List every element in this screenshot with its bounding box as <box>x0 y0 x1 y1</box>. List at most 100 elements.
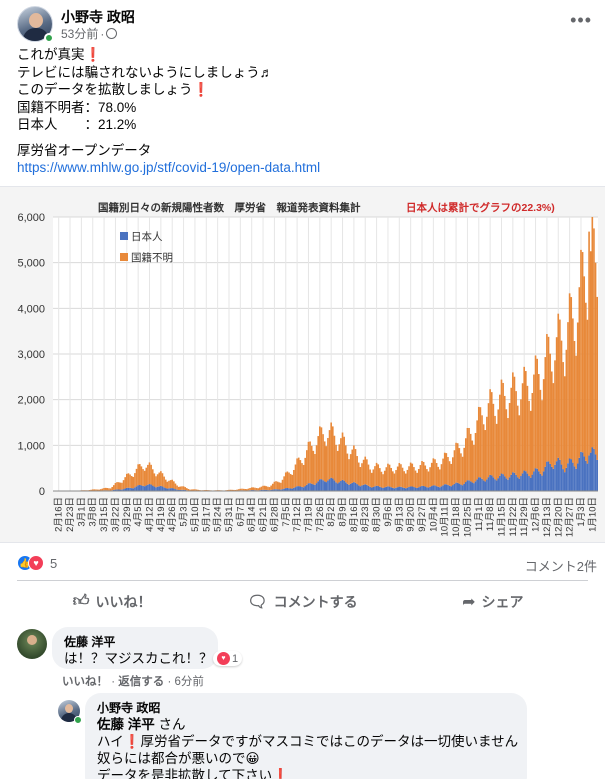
bar-unknown <box>301 463 303 487</box>
x-tick-label: 3月22日 <box>110 497 121 532</box>
bar-japanese <box>440 486 443 491</box>
bar-japanese <box>542 471 545 491</box>
bar-unknown <box>541 400 543 476</box>
like-button[interactable]: 👍︎ いいね！ <box>17 581 207 622</box>
commenter-avatar[interactable] <box>17 629 47 659</box>
bar-unknown <box>280 482 282 490</box>
bar-unknown <box>314 454 316 485</box>
bar-japanese <box>270 489 272 491</box>
bar-japanese <box>114 489 117 491</box>
x-tick-label: 5月31日 <box>224 497 235 532</box>
bar-unknown <box>203 490 206 491</box>
bar-japanese <box>150 484 152 491</box>
x-tick-label: 10月18日 <box>451 497 462 537</box>
bar-japanese <box>169 488 172 491</box>
bar-japanese <box>312 484 315 491</box>
online-status-icon <box>44 33 54 43</box>
globe-icon <box>106 28 118 39</box>
bar-unknown <box>216 490 219 491</box>
bar-japanese <box>573 466 576 491</box>
bar-unknown <box>536 358 538 469</box>
bar-unknown <box>565 349 568 468</box>
bar-unknown <box>270 485 272 490</box>
bar-unknown <box>362 459 365 485</box>
bar-unknown <box>481 415 483 479</box>
x-tick-label: 2月23日 <box>65 497 76 532</box>
exclamation-icon: ❗ <box>272 768 289 779</box>
post-author-name[interactable]: 小野寺 政昭 <box>61 9 135 25</box>
reaction-summary[interactable]: 👍 ♥ 5 <box>17 555 57 571</box>
bar-japanese <box>404 488 407 491</box>
bar-unknown <box>207 490 209 491</box>
bar-japanese <box>484 481 487 491</box>
bar-unknown <box>341 432 344 480</box>
bar-japanese <box>515 474 517 491</box>
bar-japanese <box>302 487 305 491</box>
bar-unknown <box>469 433 472 482</box>
bar-japanese <box>129 487 131 491</box>
x-tick-label: 2月16日 <box>54 497 65 532</box>
bar-japanese <box>589 452 592 491</box>
comment-author[interactable]: 佐藤 洋平 <box>64 635 116 649</box>
bar-japanese <box>593 448 595 491</box>
bar-japanese <box>377 486 380 491</box>
bar-japanese <box>560 464 563 491</box>
reply-author[interactable]: 小野寺 政昭 <box>97 701 161 715</box>
x-tick-label: 8月2日 <box>326 497 337 527</box>
bar-japanese <box>486 479 488 491</box>
comment-button[interactable]: 🗨︎ コメントする <box>207 581 397 622</box>
bar-japanese <box>413 487 415 491</box>
bar-unknown <box>258 487 261 491</box>
reaction-count: 5 <box>50 555 58 571</box>
bar-japanese <box>359 486 362 491</box>
bar-japanese <box>147 484 149 491</box>
legend-swatch <box>120 253 128 261</box>
bar-japanese <box>135 486 138 491</box>
comment-like-link[interactable]: いいね！ <box>62 676 108 688</box>
bar-japanese <box>411 486 414 491</box>
post-source-link[interactable]: https://www.mhlw.go.jp/stf/covid-19/open… <box>17 160 321 175</box>
bar-japanese <box>177 489 180 491</box>
bar-japanese <box>362 484 365 491</box>
bar-unknown <box>589 251 592 453</box>
comment-reaction-badge[interactable]: ♥ 1 <box>213 651 243 666</box>
bar-unknown <box>186 488 188 491</box>
more-options-icon[interactable]: ••• <box>570 10 592 30</box>
comment-timestamp[interactable]: 6分前 <box>174 676 204 688</box>
share-button[interactable]: ➦ シェア <box>398 581 588 622</box>
bar-japanese <box>437 486 440 491</box>
bar-unknown <box>392 471 394 488</box>
bar-unknown <box>549 353 551 464</box>
bar-japanese <box>546 461 548 491</box>
chart-title: 国籍別日々の新規陽性者数 厚労省 報道発表資料集計 <box>98 201 361 214</box>
bar-unknown <box>367 464 370 486</box>
comment-reply-link[interactable]: 返信する <box>118 676 165 688</box>
bar-japanese <box>182 489 185 491</box>
bar-unknown <box>555 337 558 462</box>
bar-unknown <box>323 441 326 482</box>
bar-unknown <box>534 355 537 469</box>
post-timestamp[interactable]: 53分前 <box>61 27 99 41</box>
comment-count-link[interactable]: コメント2件 <box>524 559 597 574</box>
bar-unknown <box>434 459 436 486</box>
exclamation-icon: ❗ <box>192 82 210 97</box>
bar-unknown <box>473 444 475 484</box>
x-tick-label: 3月1日 <box>76 497 87 527</box>
online-status-icon <box>74 716 82 724</box>
bar-unknown <box>275 481 277 490</box>
author-avatar[interactable] <box>17 6 53 42</box>
post-text-line: これが真実 <box>17 47 85 62</box>
bar-unknown <box>257 488 259 491</box>
x-tick-label: 1月3日 <box>576 497 587 527</box>
post-image-chart[interactable]: 0 1,000 2,000 3,000 4,000 5,000 6,000 2月16日 2月23… <box>0 186 605 543</box>
bar-japanese <box>393 488 396 491</box>
x-tick-label: 12月6日 <box>531 497 542 532</box>
bar-unknown <box>395 470 397 488</box>
bar-unknown <box>98 489 101 491</box>
reply-mention[interactable]: 佐藤 洋平 <box>97 717 155 732</box>
legend-swatch <box>120 232 128 240</box>
bar-japanese <box>116 489 118 491</box>
bar-unknown <box>163 476 165 488</box>
bar-unknown <box>466 427 469 481</box>
bar-japanese <box>336 483 339 491</box>
